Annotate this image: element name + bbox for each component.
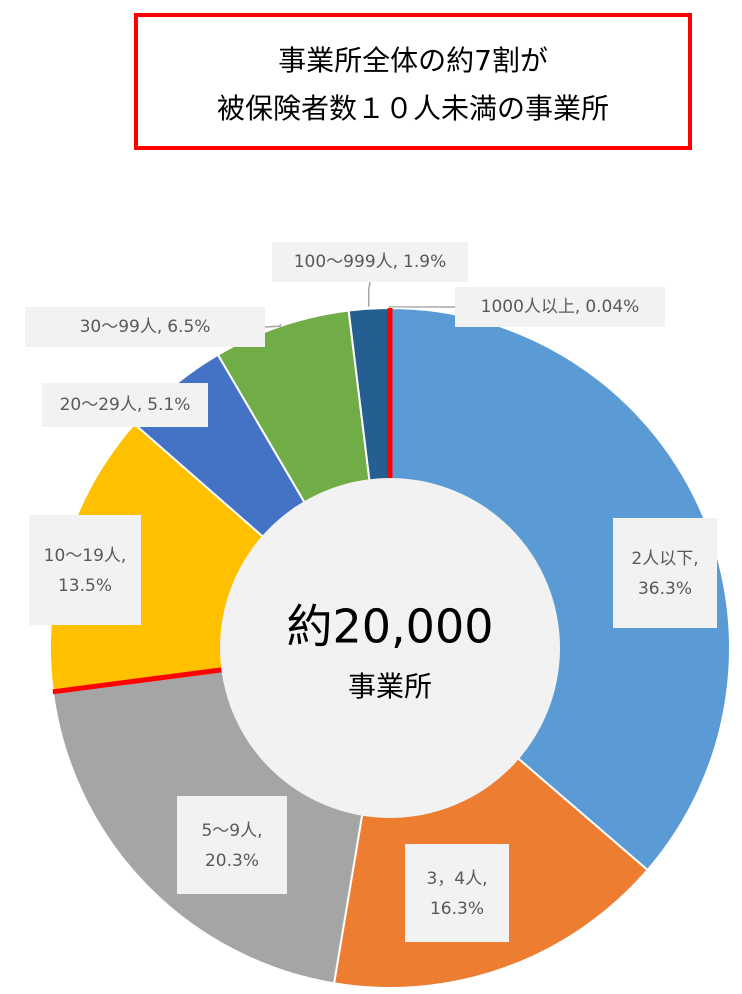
data-label: 5～9人, 20.3% bbox=[201, 821, 262, 871]
value-label: 20.3% bbox=[205, 851, 259, 871]
category-label: 3，4人 bbox=[426, 869, 482, 889]
category-label: 1000人以上 bbox=[481, 297, 575, 317]
chart-title: 事業所全体の約7割が bbox=[278, 44, 548, 77]
leader-line bbox=[388, 305, 456, 308]
category-label: 5～9人 bbox=[201, 821, 257, 841]
title-box bbox=[134, 13, 692, 150]
label-box bbox=[177, 796, 287, 894]
value-label: 6.5% bbox=[167, 317, 210, 337]
data-label: 10～19人, 13.5% bbox=[44, 546, 127, 596]
center-circle bbox=[220, 478, 560, 818]
label-box bbox=[455, 287, 665, 327]
label-box bbox=[29, 515, 141, 625]
label-separator: , bbox=[257, 821, 262, 841]
label-separator: , bbox=[137, 395, 142, 415]
label-box bbox=[42, 383, 208, 427]
category-label: 30～99人 bbox=[80, 317, 157, 337]
category-label: 10～19人 bbox=[44, 546, 121, 566]
category-label: 20～29人 bbox=[60, 395, 137, 415]
data-label: 1000人以上, 0.04% bbox=[481, 297, 640, 317]
value-label: 1.9% bbox=[403, 252, 446, 272]
label-box bbox=[25, 307, 265, 347]
marker-line bbox=[52, 667, 222, 695]
leader-line bbox=[367, 281, 371, 307]
label-box bbox=[272, 242, 468, 282]
label-separator: , bbox=[121, 546, 126, 566]
data-label: 20～29人, 5.1% bbox=[60, 395, 191, 415]
value-label: 13.5% bbox=[58, 576, 112, 596]
label-separator: , bbox=[575, 297, 580, 317]
label-box bbox=[405, 844, 509, 942]
category-label: 100～999人 bbox=[294, 252, 393, 272]
chart-title: 被保険者数１０人未満の事業所 bbox=[217, 92, 609, 125]
data-label: 3，4人, 16.3% bbox=[426, 869, 487, 919]
category-label: 2人以下 bbox=[631, 549, 693, 569]
value-label: 36.3% bbox=[638, 579, 692, 599]
label-separator: , bbox=[157, 317, 162, 337]
label-separator: , bbox=[393, 252, 398, 272]
label-separator: , bbox=[693, 549, 698, 569]
center-subtext: 事業所 bbox=[348, 670, 432, 703]
value-label: 16.3% bbox=[430, 899, 484, 919]
leader-line bbox=[264, 324, 282, 328]
label-box bbox=[613, 518, 717, 628]
value-label: 0.04% bbox=[585, 297, 639, 317]
label-separator: , bbox=[482, 869, 487, 889]
data-label: 30～99人, 6.5% bbox=[80, 317, 211, 337]
value-label: 5.1% bbox=[147, 395, 190, 415]
data-label: 2人以下, 36.3% bbox=[631, 549, 698, 599]
center-text: 約20,000 bbox=[287, 600, 494, 654]
data-label: 100～999人, 1.9% bbox=[294, 252, 447, 272]
